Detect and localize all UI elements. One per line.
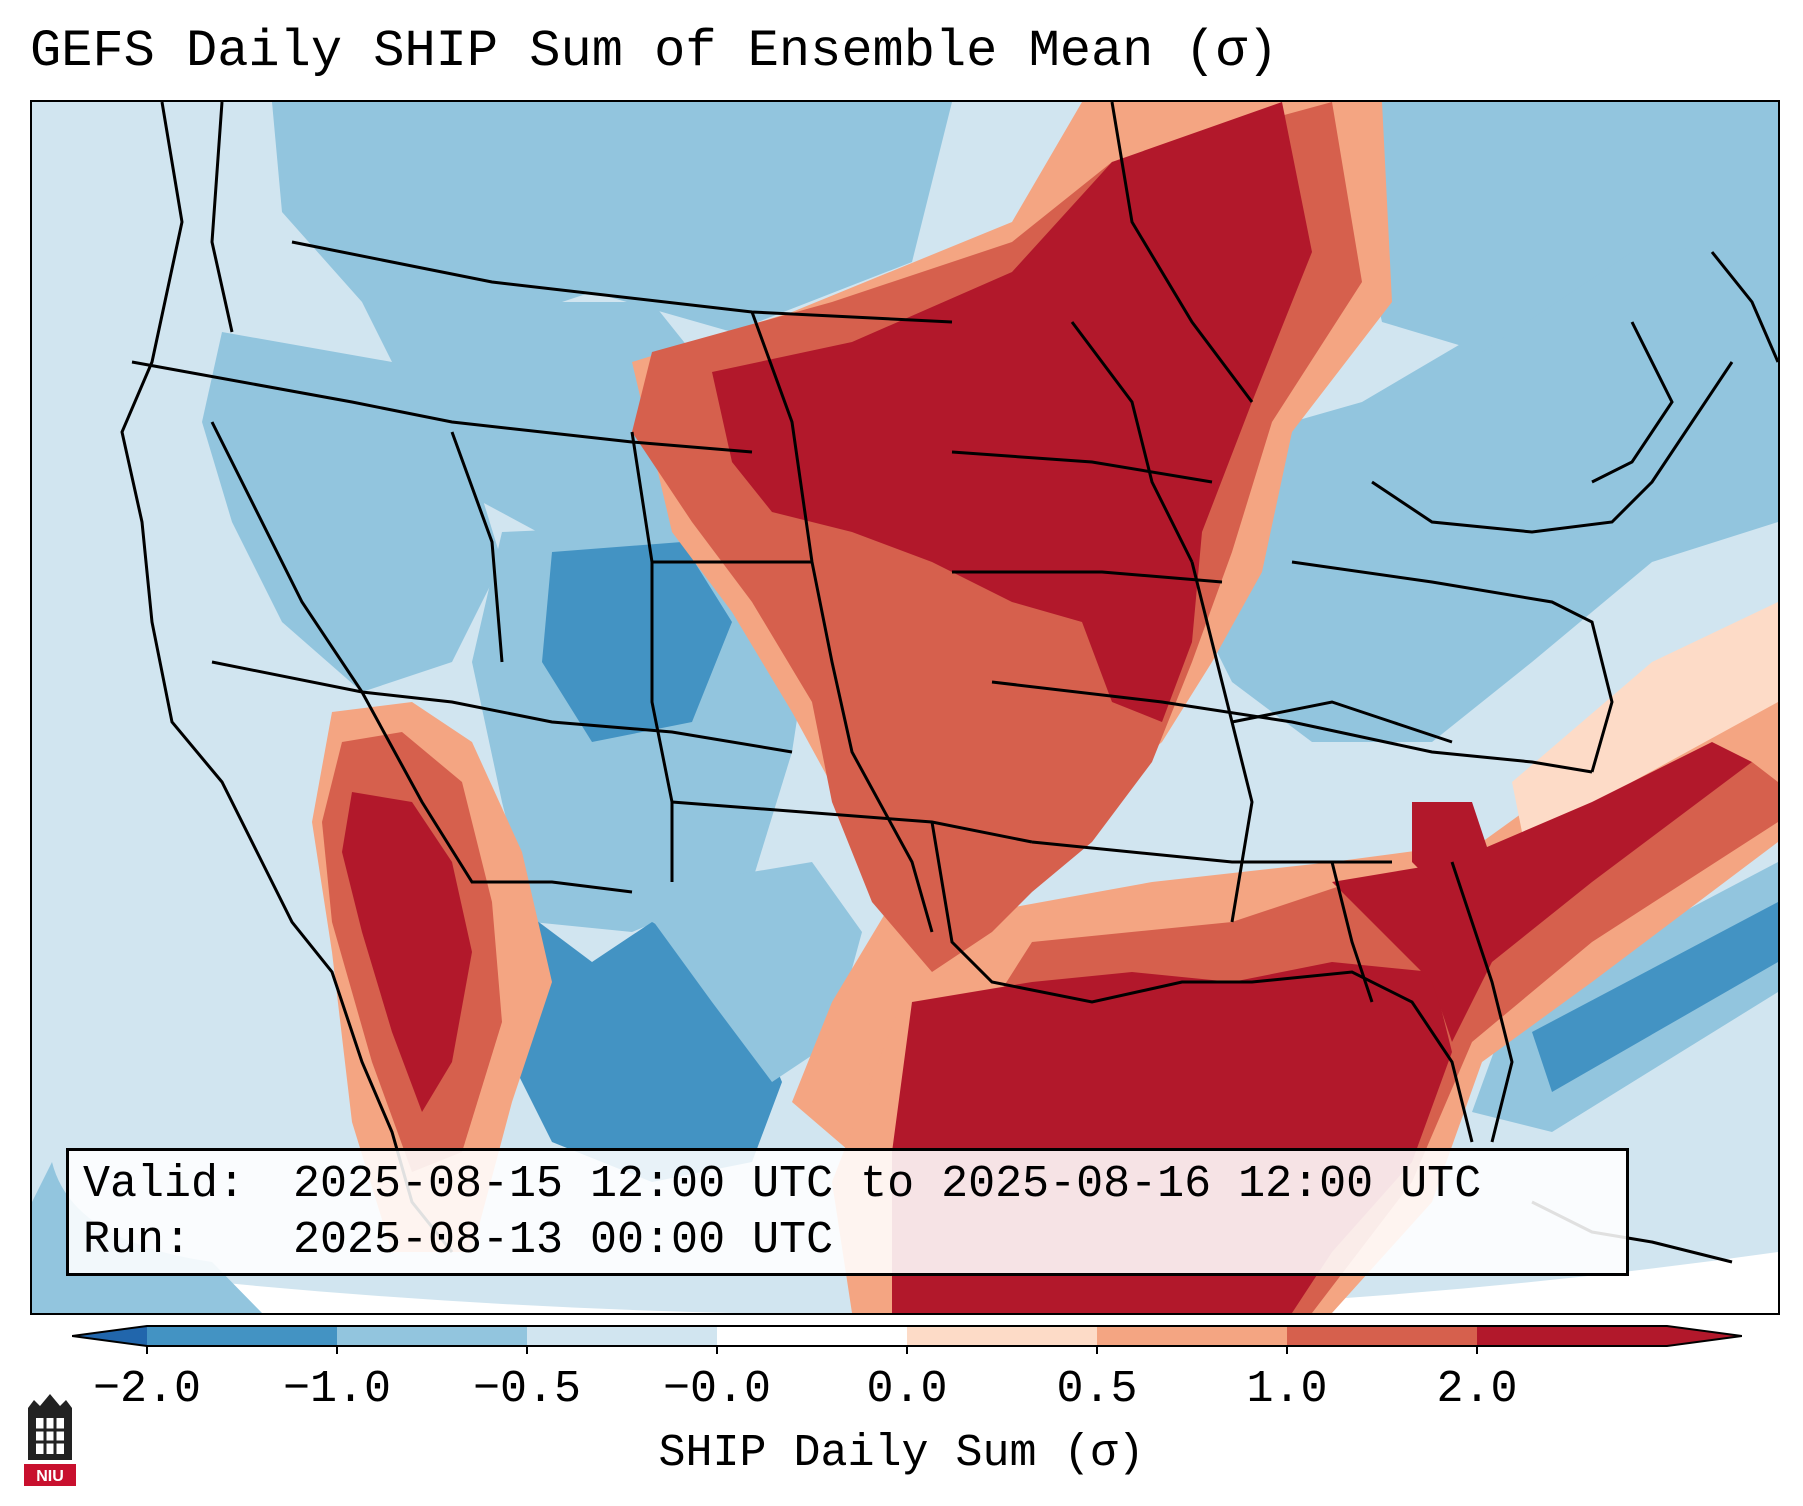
run-row: Run: 2025-08-13 00:00 UTC: [83, 1213, 1626, 1269]
atlantic-cool-band-inner: [1532, 902, 1778, 1092]
colorbar-under-extension: [72, 1326, 147, 1346]
colorbar-segment: [907, 1326, 1098, 1346]
colorbar-segment: [147, 1326, 338, 1346]
colorbar-tick-label: −0.0: [662, 1364, 772, 1415]
logo-window: [36, 1418, 64, 1454]
colorbar-segment: [717, 1326, 908, 1346]
colorbar-segment: [1477, 1326, 1668, 1346]
coastline-and-borders: [120, 102, 1778, 1264]
colorbar-tick-label: −0.5: [472, 1364, 582, 1415]
map-title: GEFS Daily SHIP Sum of Ensemble Mean (σ): [30, 22, 1279, 81]
colorbar-tick-label: 0.0: [866, 1364, 948, 1415]
valid-label: Valid:: [83, 1159, 246, 1210]
colorbar-tick-label: 2.0: [1436, 1364, 1518, 1415]
colorbar-tick-label: −2.0: [92, 1364, 202, 1415]
colorbar-outline: [72, 1325, 1742, 1347]
valid-value: 2025-08-15 12:00 UTC to 2025-08-16 12:00…: [293, 1159, 1482, 1210]
colorado-strong-cool: [542, 542, 732, 742]
anomaly-map: [32, 102, 1778, 1313]
logo-text: NIU: [36, 1468, 64, 1485]
valid-run-info-box: Valid: 2025-08-15 12:00 UTC to 2025-08-16…: [66, 1148, 1629, 1276]
colorbar-segment: [1287, 1326, 1478, 1346]
quebec-cool: [1332, 102, 1778, 352]
colorbar-ticks: [146, 1346, 1478, 1354]
colorbar: [72, 1325, 1742, 1354]
colorbar-tick-label: −1.0: [282, 1364, 392, 1415]
canada-prairies-cool: [272, 102, 952, 332]
run-label: Run:: [83, 1215, 192, 1266]
logo-banner: [24, 1464, 76, 1486]
carolinas-strong: [1412, 802, 1492, 902]
niu-logo: NIU: [24, 1394, 76, 1486]
colorbar-segment: [1097, 1326, 1288, 1346]
run-value: 2025-08-13 00:00 UTC: [293, 1215, 834, 1266]
texas-cool: [632, 862, 862, 1082]
colorbar-segment: [337, 1326, 528, 1346]
southeast-atlantic-strong: [1332, 742, 1752, 1042]
logo-window-grid: [36, 1418, 64, 1454]
colorbar-over-extension: [1667, 1326, 1742, 1346]
map-panel[interactable]: [30, 100, 1780, 1315]
colorbar-tick-label: 1.0: [1246, 1364, 1328, 1415]
valid-row: Valid: 2025-08-15 12:00 UTC to 2025-08-16…: [83, 1157, 1626, 1213]
colorbar-segments: [72, 1326, 1742, 1346]
colorbar-tick-label: 0.5: [1056, 1364, 1138, 1415]
northeast-great-lakes-cool: [1152, 202, 1778, 742]
northern-plains-upper-midwest-strong: [712, 102, 1312, 722]
southwest-desert-strong: [342, 792, 472, 1112]
colorbar-label: SHIP Daily Sum (σ): [658, 1428, 1145, 1479]
colorbar-segment: [527, 1326, 718, 1346]
